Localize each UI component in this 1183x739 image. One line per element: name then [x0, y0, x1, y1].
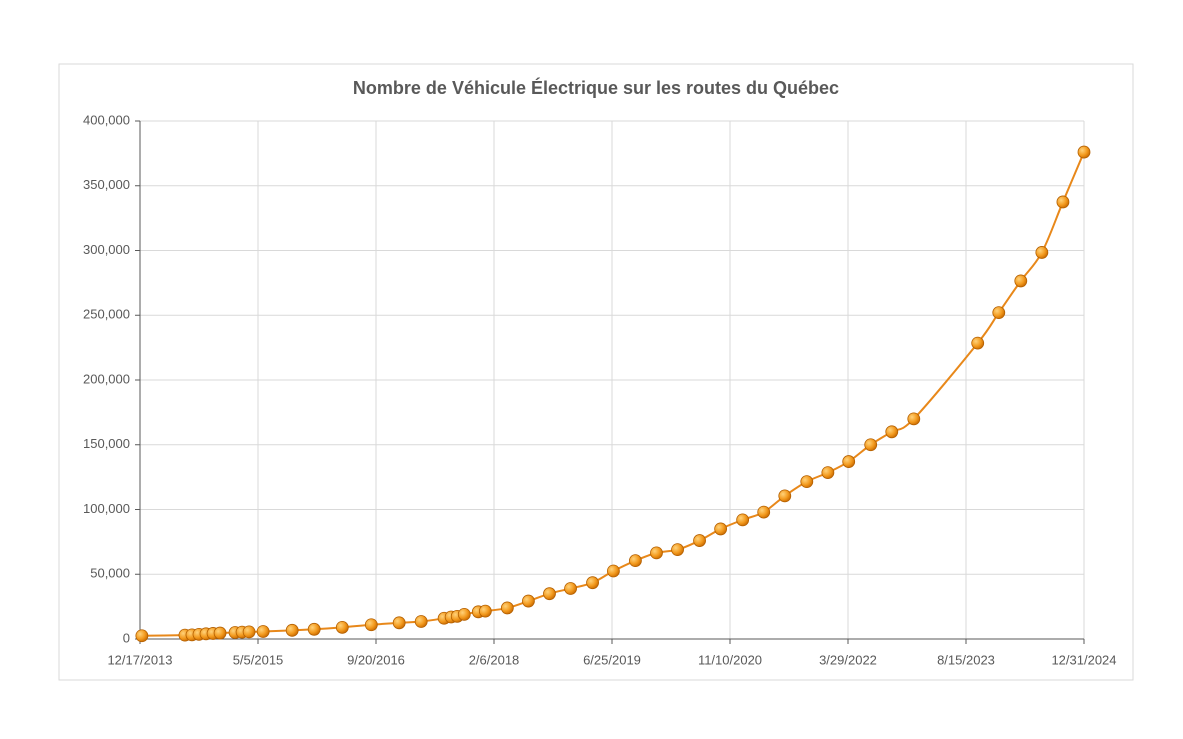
point	[213, 626, 227, 640]
point	[307, 622, 321, 636]
point	[457, 607, 471, 621]
point	[285, 623, 299, 637]
point	[500, 601, 514, 615]
chart-title: Nombre de Véhicule Électrique sur les ro…	[353, 77, 839, 98]
point	[693, 534, 706, 547]
point	[135, 629, 149, 643]
y-tick-label: 400,000	[83, 112, 130, 127]
x-tick-label: 12/31/2024	[1051, 652, 1116, 667]
point	[800, 475, 814, 489]
point	[478, 604, 492, 618]
point	[714, 522, 728, 536]
point	[1077, 145, 1091, 159]
point	[335, 620, 349, 634]
point	[1035, 246, 1049, 259]
point	[842, 455, 856, 468]
point	[522, 594, 535, 608]
point	[564, 582, 577, 595]
point	[1014, 274, 1028, 288]
point	[414, 615, 428, 628]
point	[971, 336, 985, 350]
x-tick-label: 8/15/2023	[937, 652, 995, 667]
point	[757, 505, 771, 519]
point	[778, 489, 792, 503]
point	[671, 543, 684, 557]
point	[256, 625, 270, 638]
point	[992, 306, 1006, 320]
x-tick-label: 2/6/2018	[469, 652, 520, 667]
y-tick-label: 150,000	[83, 436, 130, 451]
x-tick-label: 9/20/2016	[347, 652, 405, 667]
y-tick-label: 300,000	[83, 242, 130, 257]
y-tick-label: 250,000	[83, 307, 130, 322]
point	[586, 576, 599, 590]
point	[607, 564, 620, 578]
y-tick-label: 200,000	[83, 371, 130, 386]
x-tick-label: 12/17/2013	[107, 652, 172, 667]
point	[543, 587, 556, 601]
point	[392, 616, 406, 630]
point	[650, 546, 663, 560]
y-tick-label: 350,000	[83, 177, 130, 192]
x-tick-label: 11/10/2020	[698, 652, 762, 667]
x-tick-label: 3/29/2022	[819, 652, 877, 667]
point	[885, 425, 899, 439]
y-tick-label: 100,000	[83, 501, 130, 516]
point	[242, 625, 256, 639]
point	[821, 466, 835, 479]
x-tick-label: 5/5/2015	[233, 652, 284, 667]
point	[864, 438, 878, 452]
point	[1056, 195, 1070, 209]
y-tick-label: 50,000	[90, 566, 130, 581]
point	[364, 618, 378, 632]
point	[736, 513, 750, 527]
y-tick-label: 0	[123, 630, 130, 645]
x-tick-label: 6/25/2019	[583, 652, 641, 667]
point	[629, 554, 642, 568]
point	[907, 412, 921, 426]
